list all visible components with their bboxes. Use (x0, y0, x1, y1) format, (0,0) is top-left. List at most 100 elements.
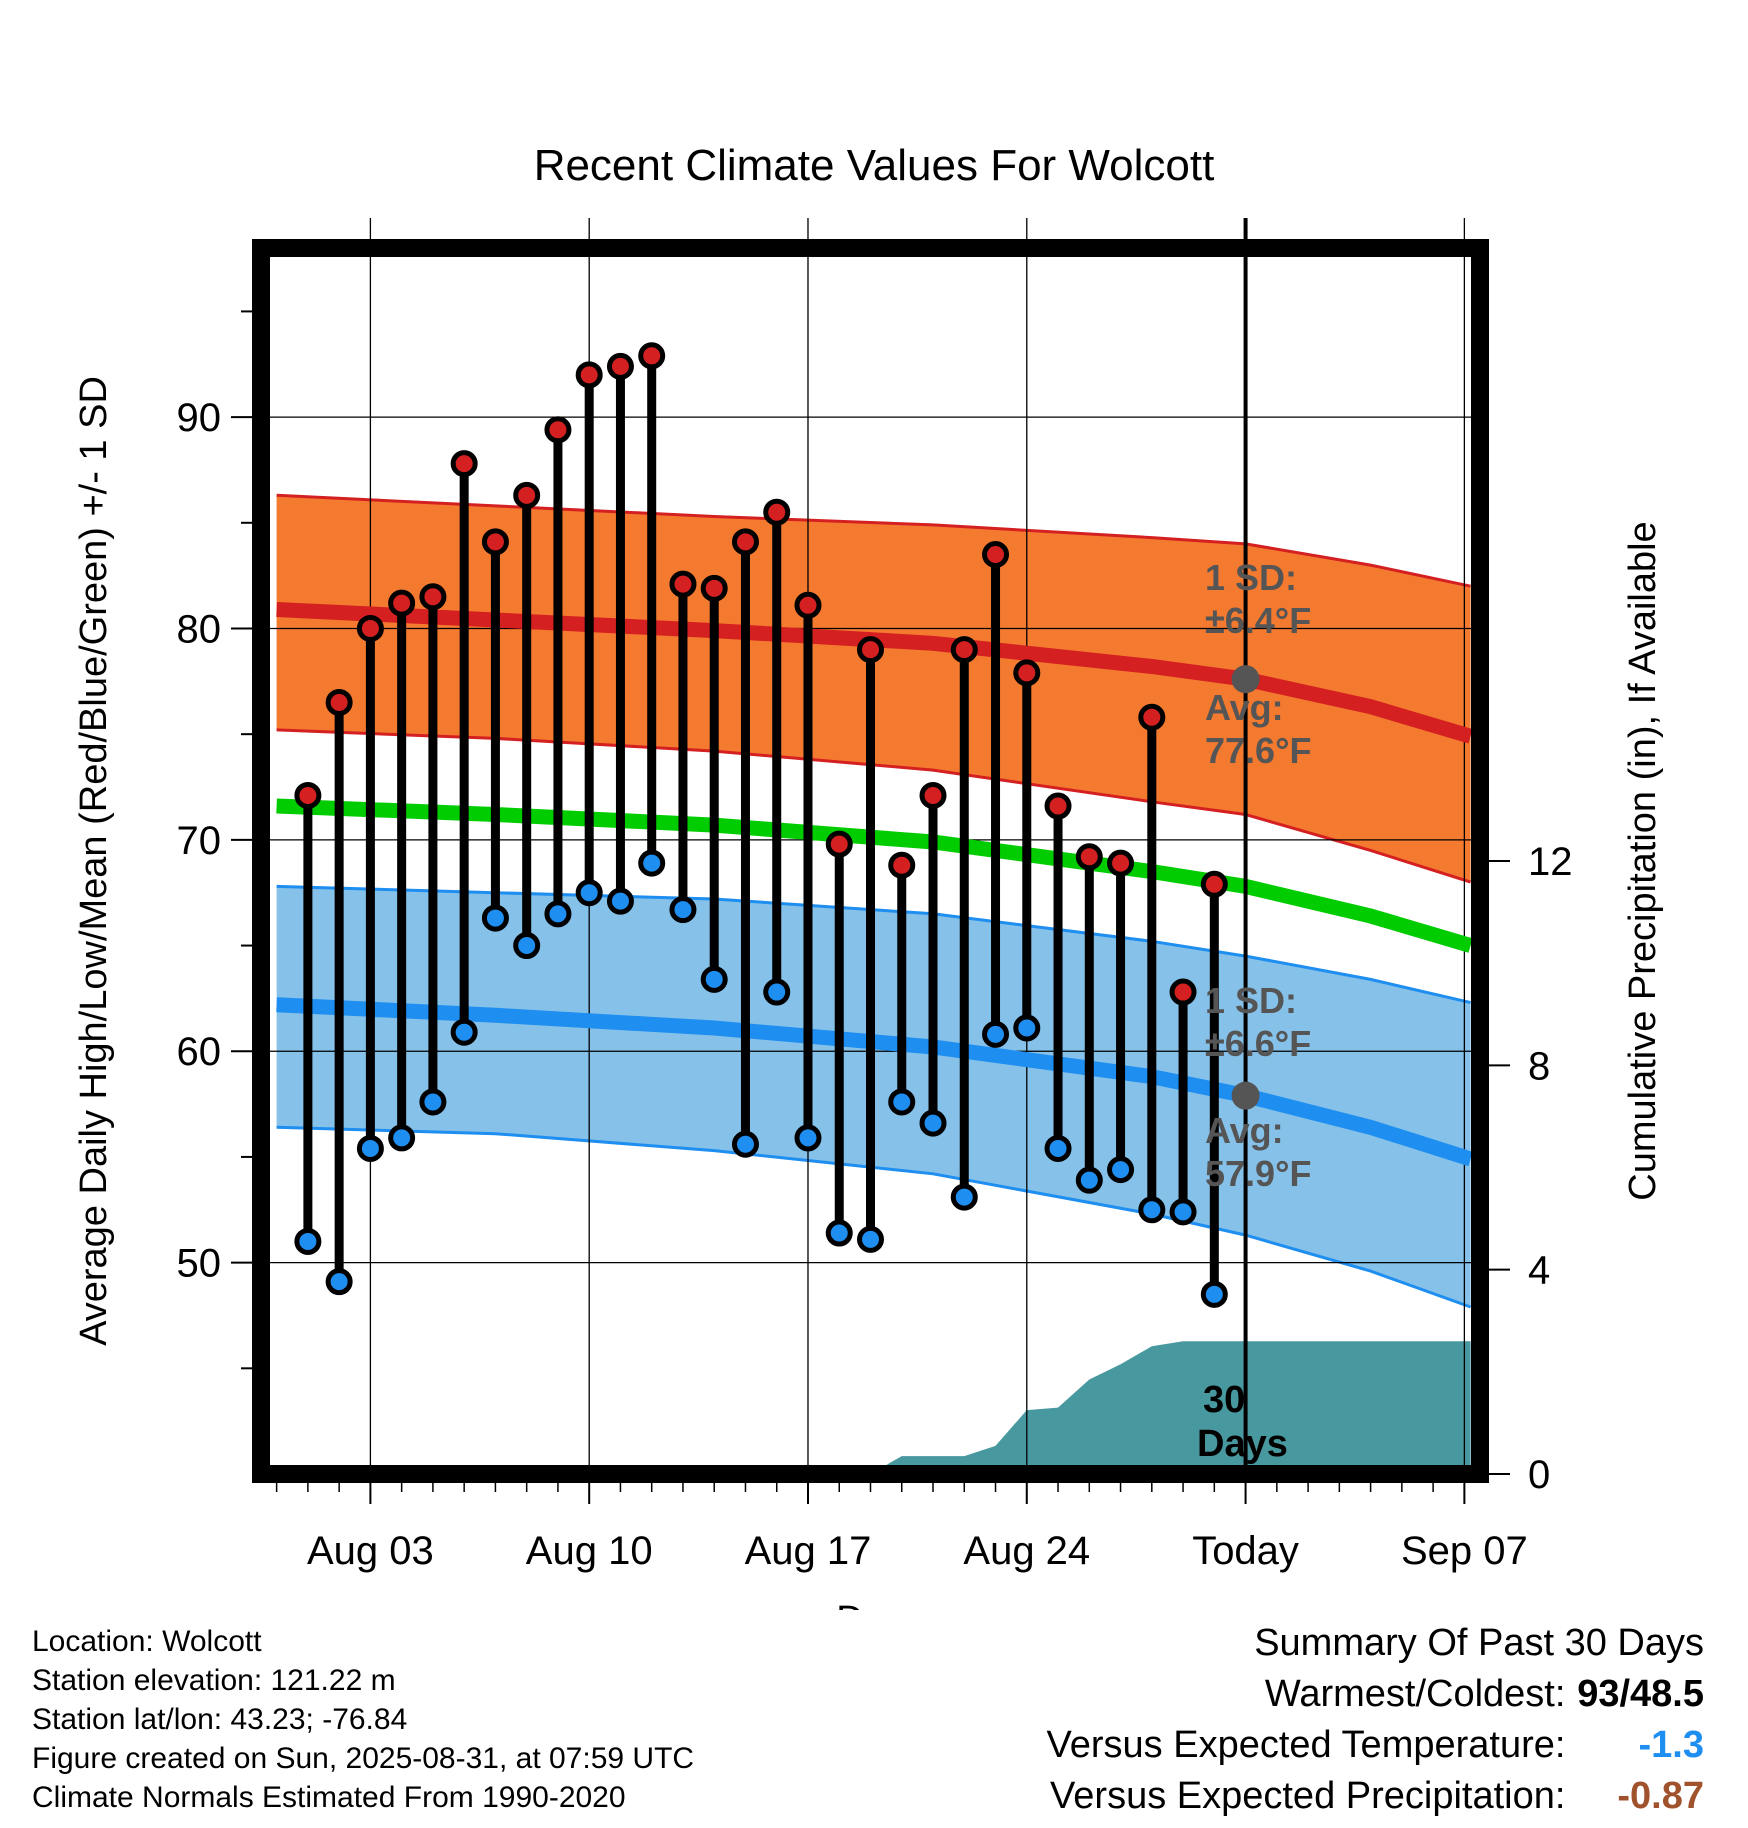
warmest-coldest-value: 93/48.5 (1577, 1673, 1704, 1715)
precip-departure-value: -0.87 (1617, 1775, 1704, 1817)
created-text: Figure created on Sun, 2025-08-31, at 07… (32, 1742, 695, 1775)
y-tick-label: 90 (177, 396, 222, 440)
station-info: Location: Wolcott Station elevation: 121… (32, 1622, 694, 1817)
chart-title: Recent Climate Values For Wolcott (534, 141, 1215, 190)
low-sd-value: ±6.6°F (1205, 1023, 1311, 1064)
observations (294, 342, 1228, 1308)
summary-title: Summary Of Past 30 Days (1254, 1622, 1704, 1664)
low-point (575, 879, 603, 907)
y2-tick-label: 4 (1528, 1249, 1550, 1293)
annotations: 1 SD: ±6.4°F Avg: 77.6°F 1 SD: ±6.6°F Av… (1197, 557, 1311, 1465)
high-point (294, 781, 322, 809)
low-point (669, 896, 697, 924)
high-point (731, 528, 759, 556)
temp-departure-row: Versus Expected Temperature: -1.3 (1047, 1720, 1704, 1771)
y-tick-label: 70 (177, 819, 222, 863)
high-point (1169, 978, 1197, 1006)
y2-tick-label: 0 (1528, 1453, 1550, 1497)
high-point (356, 614, 384, 642)
precip-departure-row: Versus Expected Precipitation: -0.87 (1047, 1771, 1704, 1822)
high-sd-value: ±6.4°F (1205, 600, 1311, 641)
low-point (513, 932, 541, 960)
climate-chart: Recent Climate Values For Wolcott 1 SD: … (73, 141, 1664, 1610)
low-point (1138, 1196, 1166, 1224)
normal-mean-line (276, 798, 1473, 953)
low-point (388, 1124, 416, 1152)
high-point (794, 591, 822, 619)
high-point (481, 528, 509, 556)
low-point (1013, 1014, 1041, 1042)
y2-tick-label: 8 (1528, 1044, 1550, 1088)
axes: Aug 03 Aug 10 Aug 17 Aug 24 Today Sep 07 50 60 7… (177, 310, 1573, 1573)
high-point (575, 361, 603, 389)
low-point (950, 1183, 978, 1211)
warmest-coldest-label: Warmest/Coldest: (1264, 1673, 1566, 1715)
low-point (1075, 1166, 1103, 1194)
low-point (1169, 1198, 1197, 1226)
low-point (450, 1018, 478, 1046)
low-sd-label: 1 SD: (1205, 980, 1297, 1021)
location-text: Location: Wolcott (32, 1625, 262, 1658)
high-avg-label: Avg: (1205, 687, 1284, 728)
x-tick-label: Sep 07 (1401, 1529, 1528, 1573)
precip-days-number: 30 (1203, 1379, 1245, 1421)
high-point (513, 481, 541, 509)
y2-tick-label: 12 (1528, 840, 1573, 884)
high-point (325, 688, 353, 716)
high-point (450, 450, 478, 478)
high-point (982, 541, 1010, 568)
summary-panel: Summary Of Past 30 Days Warmest/Coldest:… (1047, 1618, 1704, 1822)
x-tick-label: Aug 10 (526, 1529, 653, 1573)
x-tick-label: Aug 24 (963, 1529, 1090, 1573)
low-point (857, 1225, 884, 1253)
low-lower-sd-line (276, 1125, 1472, 1309)
high-avg-value: 77.6°F (1205, 730, 1311, 771)
high-point (669, 570, 697, 598)
elevation-text: Station elevation: 121.22 m (32, 1664, 396, 1697)
y-axis-label: Average Daily High/Low/Mean (Red/Blue/Gr… (73, 376, 115, 1346)
high-point (700, 574, 728, 602)
y-tick-label: 60 (177, 1030, 222, 1074)
low-point (982, 1020, 1010, 1048)
low-upper-sd-line (276, 884, 1471, 1005)
high-point (950, 636, 978, 664)
high-point (825, 830, 853, 858)
y-tick-label: 50 (177, 1242, 222, 1286)
high-point (638, 342, 666, 370)
normals-text: Climate Normals Estimated From 1990-2020 (32, 1781, 626, 1814)
high-sd-label: 1 SD: (1205, 557, 1297, 598)
low-average-marker (1231, 1081, 1260, 1110)
low-point (919, 1109, 947, 1137)
low-point (888, 1088, 916, 1116)
low-point (638, 849, 666, 877)
low-point (731, 1130, 759, 1158)
low-point (1200, 1280, 1228, 1308)
low-point (356, 1134, 384, 1162)
precip-departure-label: Versus Expected Precipitation: (1050, 1775, 1566, 1817)
high-point (919, 781, 947, 809)
high-point (888, 851, 916, 879)
high-point (1013, 659, 1041, 687)
high-average-marker (1231, 665, 1260, 694)
precipitation-area (276, 1341, 1471, 1474)
low-point (419, 1088, 447, 1116)
low-point (1044, 1134, 1072, 1162)
high-point (1107, 849, 1135, 877)
precip-days-label: Days (1197, 1423, 1288, 1465)
normal-high-line (276, 602, 1473, 744)
low-avg-value: 57.9°F (1205, 1153, 1311, 1194)
high-point (1138, 703, 1166, 731)
x-tick-label: Aug 17 (745, 1529, 872, 1573)
high-point (763, 498, 791, 526)
low-point (606, 887, 634, 915)
warmest-coldest-row: Warmest/Coldest: 93/48.5 (1047, 1669, 1704, 1720)
x-tick-label: Today (1192, 1529, 1299, 1573)
low-point (544, 900, 572, 928)
low-point (325, 1268, 353, 1296)
high-point (544, 416, 572, 444)
plot-frame (252, 239, 1489, 1483)
y-tick-label: 80 (177, 607, 222, 651)
high-point (1200, 870, 1228, 898)
low-avg-label: Avg: (1205, 1110, 1284, 1151)
low-point (700, 965, 728, 993)
